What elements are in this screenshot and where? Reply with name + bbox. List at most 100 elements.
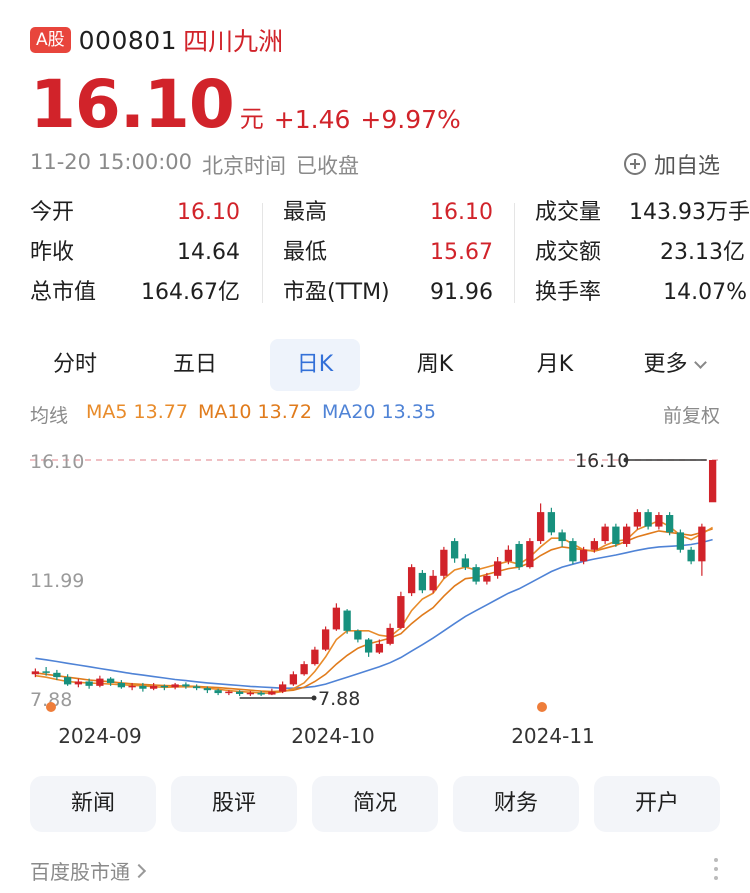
y-tick-label: 7.88	[30, 689, 72, 711]
ma5-value: MA5 13.77	[86, 401, 188, 423]
stat-market-cap: 总市值 164.67亿	[30, 278, 240, 308]
footer-link[interactable]: 百度股市通	[30, 856, 147, 885]
more-options-icon[interactable]	[714, 858, 720, 880]
financials-button[interactable]: 财务	[453, 776, 579, 832]
candle-body	[558, 532, 566, 542]
stock-code: 000801	[78, 25, 178, 55]
ma10-value: MA10 13.72	[197, 401, 312, 423]
candle-body	[182, 684, 190, 687]
candle-body	[644, 512, 652, 527]
candle-body	[698, 526, 706, 562]
candle-body	[74, 681, 83, 685]
candle-body	[53, 672, 61, 678]
stat-value: 14.64	[177, 240, 240, 265]
stat-value: 15.67	[430, 240, 493, 265]
candle-body	[708, 460, 717, 503]
stat-open: 今开 16.10	[30, 198, 240, 228]
stats-divider	[262, 203, 263, 303]
candle-body	[515, 543, 523, 568]
candle-body	[687, 549, 695, 562]
candle-body	[450, 541, 459, 559]
candle-body	[311, 649, 319, 665]
stat-value: 91.96	[430, 280, 493, 305]
candle-body	[354, 630, 362, 640]
stat-pe-ttm: 市盈(TTM) 91.96	[283, 278, 493, 308]
candle-body	[364, 639, 373, 653]
add-watchlist-button[interactable]: 加自选	[623, 148, 720, 180]
stat-label: 成交量	[535, 200, 602, 225]
market-status: 11-20 15:00:00 北京时间 已收盘	[30, 150, 359, 180]
stat-turnover-rate: 换手率 14.07%	[535, 278, 747, 308]
ma-legend: 均线 MA5 13.77 MA10 13.72 MA20 13.35	[30, 401, 436, 428]
y-tick-label: 11.99	[30, 570, 84, 592]
candle-body	[246, 692, 255, 695]
candle-body	[493, 561, 502, 576]
stats-divider	[514, 203, 515, 303]
candle-body	[536, 512, 545, 542]
current-price: 16.10	[30, 66, 235, 143]
candle-body	[139, 685, 147, 689]
comments-button[interactable]: 股评	[171, 776, 297, 832]
tab-more[interactable]: 更多	[628, 339, 720, 391]
max-price-label: 16.10	[575, 450, 629, 472]
candle-body	[214, 690, 222, 694]
stat-low: 最低 15.67	[283, 238, 493, 268]
stat-volume: 成交量 143.93万手	[535, 198, 750, 228]
stat-label: 成交额	[535, 240, 602, 265]
x-tick-label: 2024-10	[291, 724, 375, 748]
tab-more-label: 更多	[643, 352, 688, 377]
tab-weekly-k[interactable]: 周K	[416, 352, 454, 377]
kline-chart[interactable]: 16.10 11.99 7.88 16.10 7.88 2024-09 2024-10 202…	[0, 440, 750, 760]
plus-circle-icon	[623, 153, 646, 175]
max-price-dot	[623, 457, 629, 463]
stock-name[interactable]: 四川九洲	[183, 27, 284, 56]
candle-body	[257, 692, 265, 695]
candle-body	[612, 526, 620, 544]
candle-body	[300, 664, 308, 675]
candle-body	[85, 681, 93, 686]
quote-timezone: 北京时间	[202, 154, 287, 178]
candle-body	[63, 677, 72, 685]
y-tick-label: 16.10	[30, 451, 84, 473]
stat-value: 164.67亿	[141, 280, 240, 305]
candle-body	[321, 629, 330, 650]
candle-body	[332, 607, 341, 630]
ma20-line	[35, 538, 713, 689]
adjustment-toggle[interactable]: 前复权	[662, 405, 720, 427]
market-state: 已收盘	[296, 154, 360, 178]
news-button[interactable]: 新闻	[30, 776, 156, 832]
candle-body	[171, 684, 179, 688]
price-change: +1.46	[273, 105, 351, 134]
tab-five-day[interactable]: 五日	[172, 352, 217, 377]
stat-label: 换手率	[535, 280, 602, 305]
ma5-line	[35, 519, 714, 694]
footer-label: 百度股市通	[30, 860, 130, 884]
profile-button[interactable]: 简况	[312, 776, 438, 832]
candle-body	[676, 532, 685, 550]
tab-intraday[interactable]: 分时	[52, 352, 97, 377]
candle-body	[590, 541, 599, 550]
candle-body	[96, 678, 104, 686]
stat-label: 总市值	[30, 280, 97, 305]
candle-body	[622, 526, 631, 544]
tab-monthly-k[interactable]: 月K	[536, 352, 574, 377]
stat-value: 16.10	[177, 200, 240, 225]
candle-body	[149, 685, 158, 689]
price-change-pct: +9.97%	[360, 105, 461, 134]
stat-value: 23.13亿	[660, 240, 745, 265]
stat-turnover-amount: 成交额 23.13亿	[535, 238, 745, 268]
price-row: 16.10 元 +1.46 +9.97%	[30, 70, 461, 140]
open-account-button[interactable]: 开户	[594, 776, 720, 832]
candle-body	[461, 558, 470, 568]
chart-period-tabs: 分时 五日 日K 周K 月K 更多	[30, 338, 730, 392]
tab-daily-k[interactable]: 日K	[270, 339, 360, 391]
stat-label: 最低	[283, 240, 328, 265]
quote-datetime: 11-20 15:00:00	[30, 150, 193, 174]
stat-prev-close: 昨收 14.64	[30, 238, 240, 268]
candle-body	[375, 643, 384, 653]
x-tick-label: 2024-11	[511, 724, 595, 748]
stat-label: 昨收	[30, 240, 75, 265]
candle-body	[407, 567, 416, 594]
candle-body	[160, 685, 169, 688]
candle-body	[268, 691, 276, 695]
